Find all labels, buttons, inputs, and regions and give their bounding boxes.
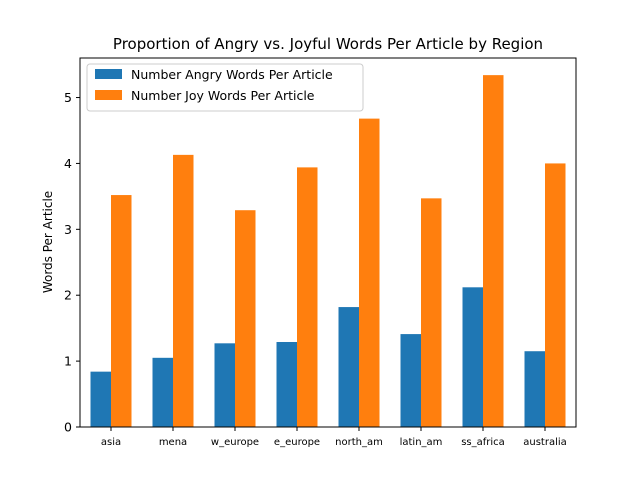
x-tick-label-mena: mena	[159, 437, 187, 448]
y-tick-label: 5	[64, 90, 72, 105]
y-tick-label: 1	[64, 354, 72, 369]
chart-title: Proportion of Angry vs. Joyful Words Per…	[113, 35, 543, 53]
y-tick-label: 0	[64, 420, 72, 435]
plot-frame	[79, 57, 577, 428]
legend-label-angry: Number Angry Words Per Article	[131, 67, 333, 82]
x-tick-label-e_europe: e_europe	[274, 437, 320, 448]
bar-joy-mena	[173, 154, 194, 428]
x-tick-label-asia: asia	[101, 437, 121, 448]
x-tick-label-w_europe: w_europe	[211, 437, 259, 448]
bar-joy-ss_africa	[483, 75, 504, 427]
bar-joy-w_europe	[235, 210, 256, 427]
legend-label-joy: Number Joy Words Per Article	[131, 88, 315, 103]
bar-angry-e_europe	[276, 341, 297, 427]
bar-angry-latin_am	[400, 334, 421, 427]
bar-angry-mena	[152, 357, 173, 427]
bar-joy-latin_am	[421, 198, 442, 427]
bar-angry-ss_africa	[462, 287, 483, 427]
bar-angry-australia	[524, 351, 545, 427]
y-tick-label: 3	[64, 222, 72, 237]
bar-joy-australia	[545, 163, 566, 427]
y-axis-ticks: 0 1 2 3 4 5	[64, 90, 80, 435]
x-tick-label-australia: australia	[523, 437, 567, 448]
legend-box	[86, 63, 364, 112]
legend: Number Angry Words Per Article Number Joy…	[86, 63, 364, 112]
bar-joy-north_am	[359, 118, 380, 427]
bar-angry-w_europe	[214, 343, 235, 427]
y-tick-label: 4	[64, 156, 72, 171]
y-tick-label: 2	[64, 288, 72, 303]
x-tick-label-ss_africa: ss_africa	[461, 437, 505, 448]
legend-swatch-angry	[95, 69, 122, 79]
bar-joy-e_europe	[297, 167, 318, 427]
bar-angry-north_am	[338, 307, 359, 427]
y-axis-label: Words Per Article	[41, 191, 55, 293]
x-tick-label-latin_am: latin_am	[400, 437, 443, 448]
legend-swatch-joy	[95, 90, 122, 100]
bars-group	[90, 75, 566, 428]
bar-angry-asia	[90, 371, 111, 427]
x-axis-ticks: asia mena w_europe e_europe north_am latin_am…	[101, 427, 567, 448]
bar-joy-asia	[111, 195, 132, 427]
x-tick-label-north_am: north_am	[335, 437, 383, 448]
